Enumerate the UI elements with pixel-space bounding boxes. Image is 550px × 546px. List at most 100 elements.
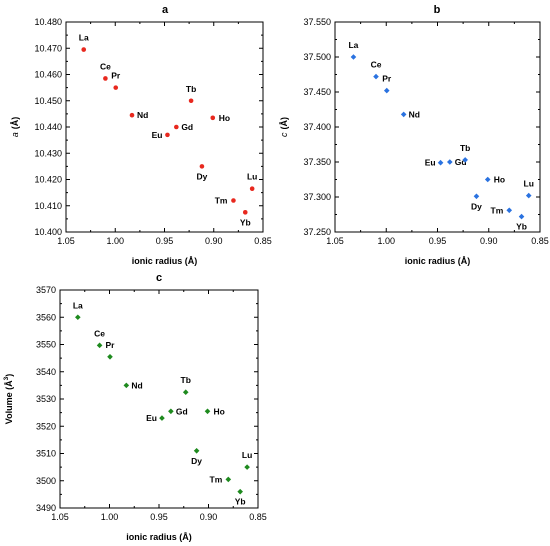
point-label-tb: Tb xyxy=(186,84,196,94)
data-point-dy xyxy=(199,164,205,169)
x-tick-label: 1.00 xyxy=(377,236,395,246)
data-point-tm xyxy=(225,476,232,483)
data-point-ho xyxy=(484,176,491,183)
point-label-ce: Ce xyxy=(371,60,382,70)
x-tick-label: 1.05 xyxy=(51,512,69,522)
y-tick-label: 3500 xyxy=(36,476,56,486)
x-tick-label: 1.05 xyxy=(326,236,344,246)
y-tick-label: 3510 xyxy=(36,449,56,459)
y-axis-title: a (Å) xyxy=(10,117,20,138)
panel-a: a 10.400 10.410 10.420 10.430 10.440 10.450 10.… xyxy=(10,4,272,266)
y-tick-label: 10.410 xyxy=(34,201,62,211)
data-point-eu xyxy=(159,415,165,421)
data-point-lu xyxy=(244,464,250,470)
y-axis-main: Volume (Å xyxy=(4,380,14,424)
x-tick-label: 0.90 xyxy=(205,236,223,246)
data-point-gd xyxy=(174,124,179,130)
data-point-gd xyxy=(168,408,174,415)
y-tick-label: 10.430 xyxy=(34,148,62,158)
data-point-la xyxy=(75,314,81,321)
y-tick-label: 10.440 xyxy=(34,122,62,132)
y-axis-title: c (Å) xyxy=(279,117,289,137)
data-point-nd xyxy=(123,382,130,389)
point-label-ho: Ho xyxy=(494,175,505,185)
point-label-ce: Ce xyxy=(94,328,105,338)
y-axis-unit: (Å) xyxy=(10,117,20,130)
data-point-dy xyxy=(473,193,480,200)
point-label-tm: Tm xyxy=(491,205,504,215)
point-label-gd: Gd xyxy=(455,157,467,167)
data-point-ho xyxy=(210,115,216,121)
x-axis-title: ionic radius (Å) xyxy=(126,532,192,542)
data-point-ce xyxy=(373,73,379,80)
point-label-nd: Nd xyxy=(137,110,148,120)
point-label-pr: Pr xyxy=(111,71,121,81)
point-label-pr: Pr xyxy=(106,340,116,350)
point-label-eu: Eu xyxy=(146,413,157,423)
data-point-tb xyxy=(182,389,189,395)
y-tick-label: 37.450 xyxy=(303,87,331,97)
data-point-tm xyxy=(231,198,236,203)
point-label-ho: Ho xyxy=(219,113,230,123)
point-label-tb: Tb xyxy=(181,375,191,385)
data-point-lu xyxy=(249,186,255,191)
point-label-yb: Yb xyxy=(516,222,527,232)
x-tick-label: 0.90 xyxy=(480,236,498,246)
y-tick-label: 37.300 xyxy=(303,192,331,202)
x-tick-label: 0.85 xyxy=(531,236,549,246)
point-label-la: La xyxy=(348,40,358,50)
y-tick-label: 37.500 xyxy=(303,52,331,62)
point-label-yb: Yb xyxy=(240,217,251,227)
point-label-la: La xyxy=(73,300,83,310)
y-axis-end: ) xyxy=(4,374,14,377)
data-point-lu xyxy=(525,192,532,199)
y-tick-label: 37.350 xyxy=(303,157,331,167)
x-tick-label: 0.95 xyxy=(429,236,447,246)
y-tick-label: 3540 xyxy=(36,367,56,377)
panel-c: c 3490 3500 3510 3520 3530 3540 3550 3560 3570 1.0… xyxy=(3,272,267,542)
panel-letter: a xyxy=(162,4,169,16)
point-label-lu: Lu xyxy=(242,450,252,460)
data-point-pr xyxy=(107,353,113,360)
point-label-lu: Lu xyxy=(247,172,257,182)
x-tick-label: 0.85 xyxy=(254,236,272,246)
y-axis-symbol: a xyxy=(10,132,20,137)
x-tick-label: 1.00 xyxy=(106,236,124,246)
point-label-dy: Dy xyxy=(471,201,482,211)
point-label-nd: Nd xyxy=(131,380,142,390)
y-tick-label: 10.400 xyxy=(34,227,62,237)
point-label-gd: Gd xyxy=(181,122,193,132)
data-point-pr xyxy=(383,87,390,94)
y-tick-label: 3520 xyxy=(36,421,56,431)
point-label-eu: Eu xyxy=(152,130,163,140)
x-tick-label: 1.05 xyxy=(57,236,75,246)
point-label-pr: Pr xyxy=(382,74,392,84)
data-point-dy xyxy=(193,447,200,454)
data-point-tm xyxy=(506,207,513,214)
x-axis-title: ionic radius (Å) xyxy=(132,256,198,266)
point-label-yb: Yb xyxy=(235,497,246,507)
y-tick-label: 37.250 xyxy=(303,227,331,237)
panel-b: b 37.250 37.300 37.350 37.400 37.450 37.500 37.… xyxy=(279,4,549,266)
y-tick-label: 10.480 xyxy=(34,17,62,27)
y-tick-label: 3490 xyxy=(36,503,56,513)
panel-letter: b xyxy=(434,4,441,16)
y-axis-symbol: c xyxy=(279,132,289,137)
data-point-eu xyxy=(165,132,170,138)
point-label-dy: Dy xyxy=(196,171,207,181)
y-axis-sup: 3 xyxy=(3,376,10,380)
x-tick-label: 0.95 xyxy=(150,512,168,522)
data-point-ho xyxy=(204,408,211,415)
data-point-yb xyxy=(237,488,243,495)
point-label-ce: Ce xyxy=(100,61,111,71)
data-point-eu xyxy=(437,159,444,166)
x-tick-label: 0.85 xyxy=(249,512,267,522)
data-point-yb xyxy=(518,213,525,220)
data-point-tb xyxy=(462,157,468,163)
point-label-dy: Dy xyxy=(191,456,202,466)
point-label-tm: Tm xyxy=(210,474,223,484)
y-tick-label: 10.470 xyxy=(34,43,62,53)
y-tick-label: 3560 xyxy=(36,312,56,322)
y-tick-label: 37.550 xyxy=(303,17,331,27)
